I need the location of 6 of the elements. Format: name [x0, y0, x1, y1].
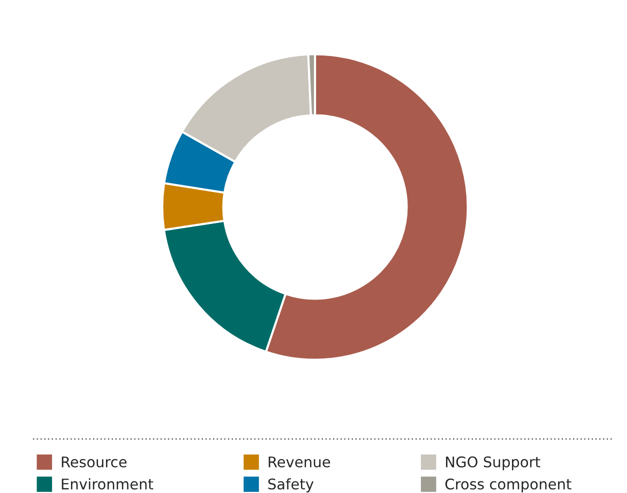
legend-label: Cross component — [445, 478, 572, 492]
legend-label: Safety — [268, 478, 314, 492]
legend-label: NGO Support — [446, 456, 540, 470]
legend-label: Resource — [62, 456, 127, 468]
legend-label: Environment — [62, 478, 154, 490]
legend-label: Revenue — [268, 456, 330, 468]
